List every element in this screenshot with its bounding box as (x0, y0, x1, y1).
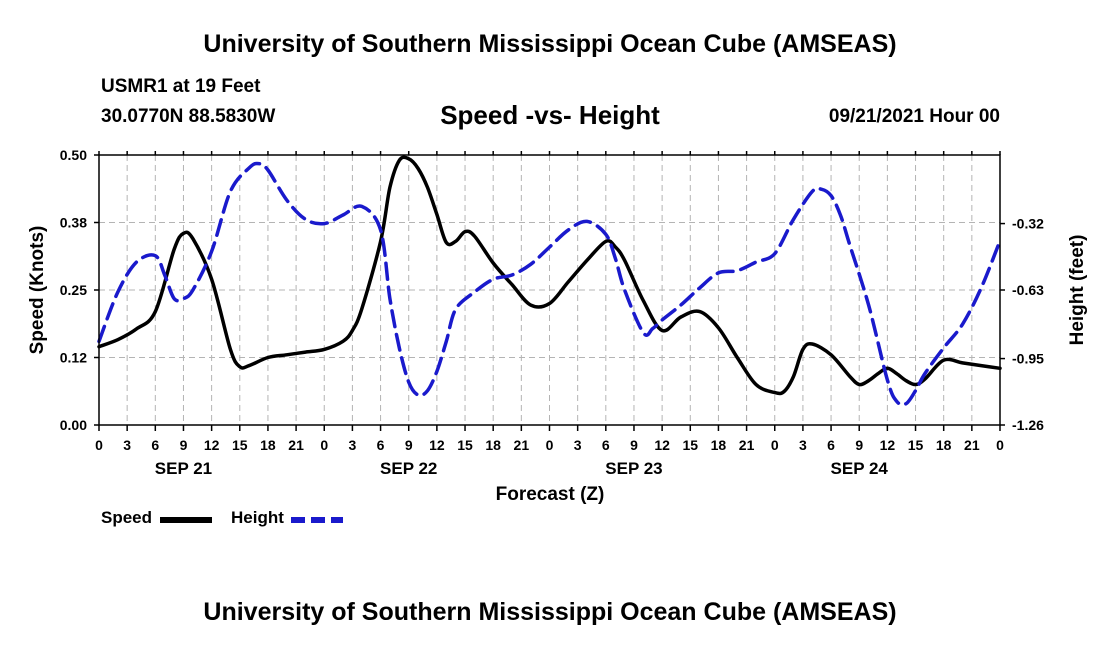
forecast-datetime: 09/21/2021 Hour 00 (828, 106, 1000, 127)
y-tick-label: 0.50 (60, 147, 87, 163)
x-axis-label: Forecast (Z) (496, 484, 605, 505)
x-tick-label: 0 (996, 437, 1004, 453)
y-tick-label: 0.25 (60, 282, 87, 298)
x-tick-label: 12 (204, 437, 220, 453)
x-tick-label: 3 (799, 437, 807, 453)
x-tick-label: 18 (936, 437, 952, 453)
x-tick-label: 6 (377, 437, 385, 453)
x-tick-label: 9 (405, 437, 413, 453)
legend-speed-label: Speed (101, 508, 153, 527)
x-tick-label: 9 (855, 437, 863, 453)
chart-series (97, 155, 1002, 407)
day-label: SEP 24 (831, 459, 889, 478)
y2-axis-label: Height (feet) (1067, 235, 1088, 346)
x-tick-label: 0 (771, 437, 779, 453)
y-tick-label: 0.38 (60, 215, 87, 231)
y2-tick-label: -1.26 (1012, 417, 1044, 433)
y2-tick-label: -0.32 (1012, 216, 1044, 232)
day-label: SEP 22 (380, 459, 437, 478)
x-tick-label: 3 (349, 437, 357, 453)
series-line-speed (97, 155, 1002, 396)
x-tick-label: 15 (682, 437, 698, 453)
series-line-height (97, 161, 1002, 407)
x-tick-label: 0 (320, 437, 328, 453)
x-tick-label: 15 (908, 437, 924, 453)
x-tick-label: 0 (95, 437, 103, 453)
x-tick-label: 15 (232, 437, 248, 453)
x-tick-label: 6 (827, 437, 835, 453)
x-tick-label: 21 (514, 437, 530, 453)
x-tick-label: 9 (630, 437, 638, 453)
x-tick-label: 3 (574, 437, 582, 453)
y2-tick-label: -0.63 (1012, 282, 1044, 298)
x-tick-label: 9 (180, 437, 188, 453)
x-tick-label: 21 (964, 437, 980, 453)
x-tick-label: 18 (260, 437, 276, 453)
y-tick-label: 0.12 (60, 350, 87, 366)
x-tick-label: 0 (546, 437, 554, 453)
x-tick-label: 6 (151, 437, 159, 453)
station-coordinates: 30.0770N 88.5830W (101, 106, 276, 127)
chart-title: Speed -vs- Height (440, 100, 660, 130)
x-tick-label: 12 (429, 437, 445, 453)
y-axis-label: Speed (Knots) (27, 226, 48, 355)
day-label: SEP 21 (155, 459, 212, 478)
x-tick-label: 18 (485, 437, 501, 453)
chart-ticks: 0.00 0.12 0.25 0.38 0.50 0 3 6 9 12 15 18 21 0 3 6 9 12 15… (60, 147, 1044, 478)
footer-title: University of Southern Mississippi Ocean… (203, 598, 897, 626)
x-tick-label: 6 (602, 437, 610, 453)
x-tick-label: 3 (123, 437, 131, 453)
day-label: SEP 23 (605, 459, 662, 478)
x-tick-label: 21 (288, 437, 304, 453)
x-tick-label: 18 (711, 437, 727, 453)
page-title: University of Southern Mississippi Ocean… (203, 30, 897, 58)
x-tick-label: 15 (457, 437, 473, 453)
x-tick-label: 12 (654, 437, 670, 453)
y-tick-label: 0.00 (60, 417, 87, 433)
x-tick-label: 12 (880, 437, 896, 453)
chart-grid (99, 155, 1000, 425)
station-label: USMR1 at 19 Feet (101, 76, 261, 97)
legend-height-label: Height (231, 508, 284, 527)
y2-tick-label: -0.95 (1012, 351, 1044, 367)
x-tick-label: 21 (739, 437, 755, 453)
